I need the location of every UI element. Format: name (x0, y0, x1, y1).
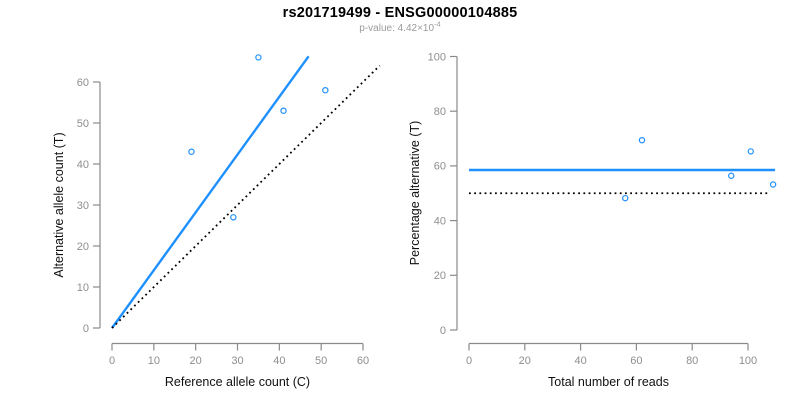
data-points (622, 136, 777, 202)
left-plot: 0 10 20 30 40 50 60 0 10 20 30 40 50 60 Reference alle… (52, 54, 381, 389)
y-axis-title: Percentage alternative (T) (408, 121, 422, 266)
x-tick-label: 100 (739, 355, 757, 367)
x-tick-label: 0 (466, 355, 472, 367)
x-tick-label: 40 (273, 355, 285, 367)
data-point (280, 107, 287, 114)
x-tick-label: 0 (109, 355, 115, 367)
x-tick-label: 30 (231, 355, 243, 367)
data-point (747, 148, 754, 155)
x-tick-label: 50 (315, 355, 327, 367)
y-tick-label: 0 (83, 323, 89, 335)
y-tick-label: 30 (77, 200, 89, 212)
x-axis-title: Reference allele count (C) (165, 375, 310, 389)
y-tick-label: 40 (434, 215, 446, 227)
pvalue-text: p-value: 4.42×10 (359, 23, 435, 34)
y-tick-label: 60 (434, 161, 446, 173)
pvalue-subtitle: p-value: 4.42×10-4 (0, 19, 800, 34)
axes: 0 10 20 30 40 50 60 0 10 20 30 40 50 60 (77, 77, 369, 367)
pvalue-exponent: -4 (434, 19, 441, 29)
data-point (230, 214, 237, 221)
x-tick-label: 10 (148, 355, 160, 367)
fit-line (111, 55, 310, 329)
x-tick-label: 60 (357, 355, 369, 367)
identity-line (111, 64, 381, 329)
y-tick-label: 10 (77, 282, 89, 294)
y-tick-label: 60 (77, 77, 89, 89)
x-tick-label: 40 (574, 355, 586, 367)
data-point (622, 194, 629, 202)
data-point (322, 86, 329, 94)
x-tick-label: 60 (630, 355, 642, 367)
y-tick-label: 100 (428, 51, 446, 63)
data-point (188, 148, 195, 155)
y-tick-label: 20 (77, 241, 89, 253)
x-tick-label: 80 (686, 355, 698, 367)
y-tick-label: 20 (434, 270, 446, 282)
y-tick-label: 80 (434, 106, 446, 118)
y-tick-label: 50 (77, 118, 89, 130)
data-point (255, 54, 262, 61)
x-tick-label: 20 (519, 355, 531, 367)
y-axis-title: Alternative allele count (T) (52, 132, 66, 277)
data-points (188, 54, 329, 221)
y-tick-label: 40 (77, 159, 89, 171)
page-title: rs201719499 - ENSG00000104885 (282, 5, 518, 21)
y-tick-label: 0 (440, 325, 446, 337)
x-axis-title: Total number of reads (548, 375, 669, 389)
data-point (769, 181, 777, 188)
right-plot: 0 20 40 60 80 100 0 20 40 60 80 100 Total number of … (408, 51, 777, 389)
data-point (728, 172, 735, 179)
x-tick-label: 20 (190, 355, 202, 367)
data-point (638, 136, 646, 144)
axes: 0 20 40 60 80 100 0 20 40 60 80 100 (428, 51, 758, 367)
